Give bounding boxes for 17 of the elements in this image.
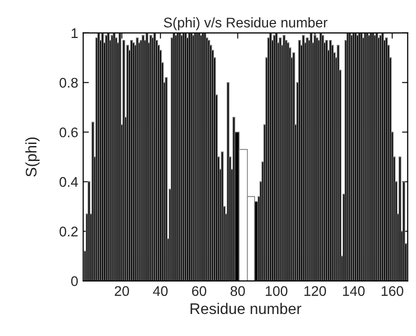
y-tick-label: 0.2 xyxy=(60,226,78,236)
x-axis-title: Residue number xyxy=(190,302,302,314)
x-tick-label: 80 xyxy=(230,286,245,296)
y-tick-label: 0 xyxy=(71,276,78,286)
chart-title: S(phi) v/s Residue number xyxy=(164,17,328,30)
y-tick-label: 1 xyxy=(72,28,78,38)
x-tick-label: 20 xyxy=(114,286,130,296)
x-tick-label: 120 xyxy=(304,286,326,296)
x-tick-label: 160 xyxy=(382,286,404,296)
x-tick-label: 140 xyxy=(343,286,365,296)
y-tick-label: 0.8 xyxy=(60,78,78,88)
y-tick-label: 0.6 xyxy=(60,127,78,138)
x-tick-label: 100 xyxy=(266,286,288,296)
x-tick-label: 40 xyxy=(153,286,168,296)
y-tick-label: 0.4 xyxy=(60,177,78,187)
y-axis-title: S(phi) xyxy=(25,137,40,177)
x-tick-label: 60 xyxy=(192,286,206,296)
